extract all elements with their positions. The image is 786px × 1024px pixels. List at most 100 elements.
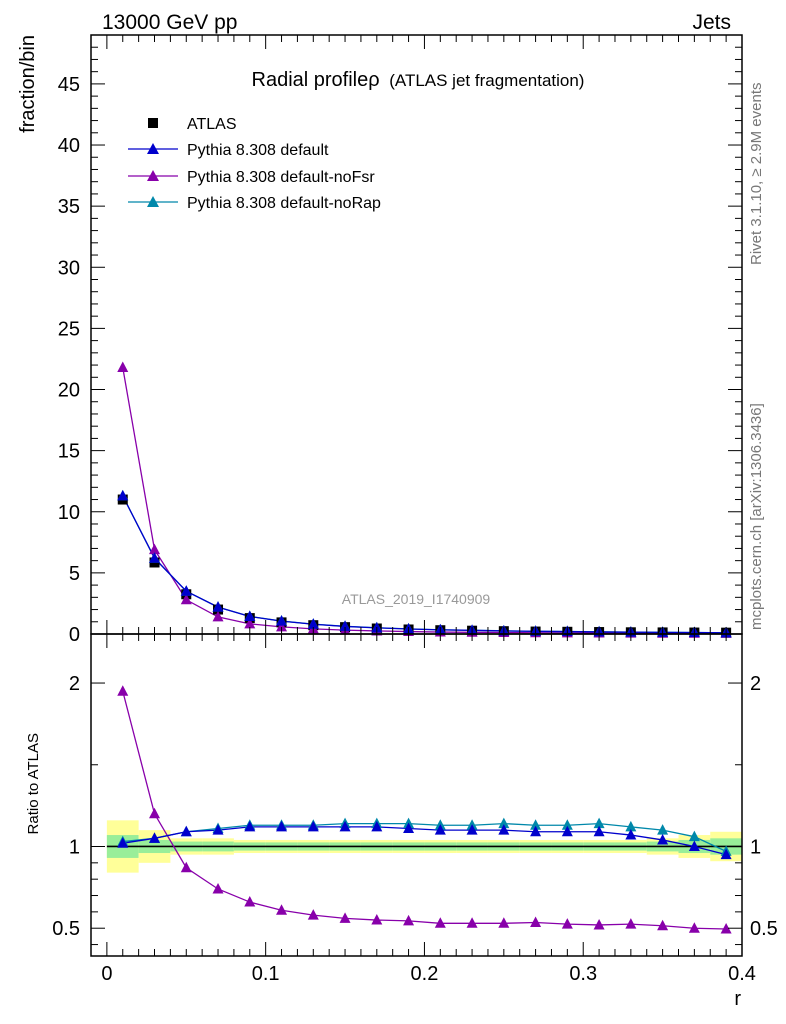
series-point-main <box>244 617 256 629</box>
y-tick-label-top: 40 <box>58 135 80 157</box>
series-point-ratio <box>244 896 256 907</box>
legend-marker-nofsr <box>147 170 159 181</box>
series-point-main <box>180 593 192 605</box>
series-point-ratio <box>625 829 637 840</box>
series-point-ratio <box>530 916 542 927</box>
series-point-ratio <box>434 824 446 835</box>
legend-marker-atlas <box>148 118 158 128</box>
y-axis-label-top: fraction/bin <box>17 35 39 133</box>
series-point-ratio <box>180 861 192 873</box>
y-tick-label-top: 30 <box>58 257 80 279</box>
legend-marker-norap <box>147 196 159 207</box>
series-point-ratio <box>593 918 605 930</box>
legend-label-norap: Pythia 8.308 default-noRap <box>187 195 381 212</box>
x-tick-label: 0.4 <box>728 963 756 985</box>
series-point-ratio <box>625 820 637 832</box>
series-point-ratio <box>593 817 605 829</box>
ratio-plot-frame <box>90 633 743 957</box>
y-tick-label-top: 5 <box>69 563 80 585</box>
title-main: Radial profile <box>252 69 369 91</box>
series-point-ratio <box>180 825 192 837</box>
tick-labels: 0 0.1 0.2 0.3 0.4 0 5 10 15 20 25 30 35 40 45 0.5 0.5 1 1 2… <box>52 74 778 985</box>
series-point-ratio <box>339 820 351 832</box>
y-tick-label-top: 10 <box>58 502 80 524</box>
series-point-ratio <box>339 912 351 923</box>
series-point-ratio <box>688 922 700 933</box>
series-point-ratio <box>307 820 319 832</box>
series-point-main <box>149 552 161 563</box>
series-point-ratio <box>720 923 732 934</box>
y-axis-label-bottom: Ratio to ATLAS <box>25 733 42 834</box>
series-point-ratio <box>530 825 542 837</box>
header-right-label: Jets <box>692 11 731 34</box>
series-point-main <box>117 361 129 373</box>
series-point-main <box>117 489 129 501</box>
series-point-ratio <box>212 824 224 835</box>
series-point-ratio <box>244 820 256 832</box>
series-point-ratio <box>561 825 573 837</box>
series-point-ratio <box>657 824 669 835</box>
y-tick-label-top: 45 <box>58 74 80 96</box>
title-symbol: ρ <box>368 69 379 91</box>
series-point-main <box>307 618 319 629</box>
series-point-ratio <box>498 817 510 829</box>
series-point-ratio <box>688 840 700 851</box>
chart-title: Radial profileρ (ATLAS jet fragmentation… <box>252 69 585 91</box>
mcplots-label: mcplots.cern.ch [arXiv:1306.3436] <box>748 403 765 630</box>
series-point-ratio <box>561 819 573 830</box>
series-point-ratio <box>498 824 510 835</box>
series-point-ratio <box>593 825 605 837</box>
legend-label-default: Pythia 8.308 default <box>187 142 329 159</box>
series-point-ratio <box>530 819 542 830</box>
y-tick-label-top: 35 <box>58 196 80 218</box>
series-point-ratio <box>276 820 288 832</box>
series-point-ratio <box>371 914 383 925</box>
y-tick-label-bottom: 2 <box>69 673 80 695</box>
series-point-ratio <box>371 820 383 832</box>
legend: ATLAS Pythia 8.308 default Pythia 8.308 … <box>128 116 381 212</box>
series-point-ratio <box>657 833 669 845</box>
series-point-ratio <box>403 822 415 834</box>
series-point-main <box>339 620 351 631</box>
series-line-ratio <box>122 822 727 852</box>
series-point-ratio <box>657 919 669 931</box>
header-left-label: 13000 GeV pp <box>102 11 237 34</box>
series-point-ratio <box>466 917 478 928</box>
x-axis-label: r <box>734 988 741 1010</box>
series-point-main <box>212 610 224 622</box>
uncertainty-bands <box>106 820 742 873</box>
legend-label-nofsr: Pythia 8.308 default-noFsr <box>187 169 375 186</box>
analysis-watermark: ATLAS_2019_I1740909 <box>342 591 491 607</box>
y-tick-label-bottom-right: 0.5 <box>750 918 778 940</box>
x-tick-label: 0.1 <box>252 963 280 985</box>
x-tick-label: 0.3 <box>569 963 597 985</box>
series-line-ratio <box>122 691 727 930</box>
series-point-ratio <box>403 914 415 926</box>
legend-label-atlas: ATLAS <box>187 116 237 133</box>
series-point-ratio <box>149 832 161 843</box>
y-tick-label-top: 20 <box>58 380 80 402</box>
series-point-main <box>149 543 161 555</box>
series-lines <box>122 367 727 930</box>
rivet-label: Rivet 3.1.10, ≥ 2.9M events <box>748 83 765 266</box>
series-point-ratio <box>307 909 319 920</box>
series-point-ratio <box>688 830 700 842</box>
x-tick-label: 0.2 <box>411 963 439 985</box>
series-point-ratio <box>149 807 161 819</box>
series-point-ratio <box>117 685 129 696</box>
series-point-ratio <box>212 882 224 894</box>
series-point-main <box>276 615 288 626</box>
series-point-ratio <box>466 824 478 835</box>
y-tick-label-top: 25 <box>58 318 80 340</box>
series-point-main <box>276 620 288 632</box>
y-tick-label-top: 0 <box>69 624 80 646</box>
series-point-ratio <box>117 837 129 848</box>
y-tick-label-bottom-right: 2 <box>750 673 761 695</box>
series-point-ratio <box>625 918 637 929</box>
series-point-main <box>180 585 192 596</box>
y-tick-label-bottom-right: 1 <box>750 836 761 858</box>
legend-marker-default <box>147 143 159 154</box>
series-point-ratio <box>498 917 510 928</box>
series-point-ratio <box>276 904 288 915</box>
